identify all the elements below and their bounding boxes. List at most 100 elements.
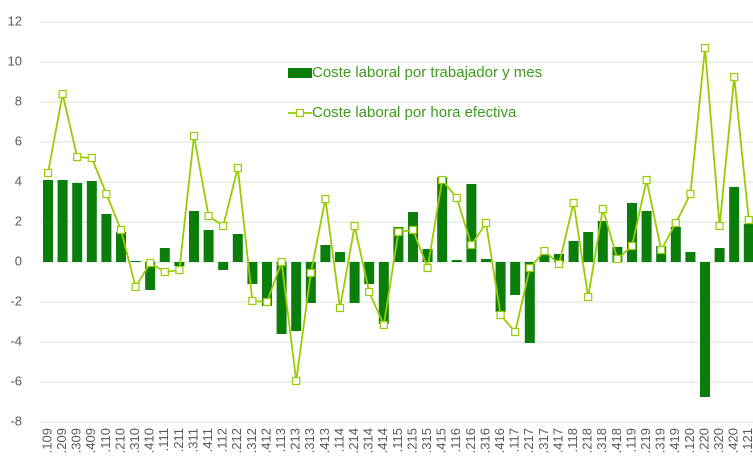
marker (87, 153, 96, 163)
x-tick-label: .320 (711, 428, 726, 453)
marker (394, 227, 403, 237)
x-tick-label: .211 (171, 428, 186, 452)
y-tick-label: 6 (15, 133, 22, 148)
marker (292, 376, 301, 386)
x-tick-label: .315 (419, 428, 434, 453)
marker (350, 221, 359, 231)
bar (159, 248, 170, 262)
x-tick-label: .118 (565, 428, 580, 452)
x-tick-label: .312 (244, 428, 259, 453)
x-tick-label: .214 (346, 428, 361, 453)
y-tick-label: -6 (10, 373, 22, 388)
x-tick-label: .316 (477, 428, 492, 453)
y-tick-label: -4 (10, 333, 22, 348)
marker (233, 163, 242, 173)
bar (641, 211, 652, 262)
x-tick-label: .215 (404, 428, 419, 453)
x-tick-label: .218 (580, 428, 595, 453)
marker (627, 241, 637, 251)
x-tick-label: .419 (667, 428, 682, 453)
bar (408, 212, 418, 262)
marker (730, 72, 739, 82)
bar (203, 230, 214, 262)
x-tick-label: .117 (507, 428, 522, 452)
x-tick-label: .314 (361, 428, 376, 453)
bar (451, 260, 462, 262)
marker (554, 259, 564, 269)
x-tick-label: .115 (390, 428, 405, 452)
marker (613, 254, 622, 264)
marker (189, 131, 199, 141)
bar (627, 203, 637, 262)
y-tick-label: 2 (15, 213, 22, 228)
y-tick-label: -2 (10, 293, 22, 308)
bar (437, 177, 448, 262)
bar (714, 248, 725, 262)
legend-label: Coste laboral por hora efectiva (312, 104, 517, 121)
bar (116, 232, 126, 262)
x-tick-label: .319 (653, 428, 668, 453)
x-tick-label: .120 (682, 428, 697, 453)
x-tick-label: .413 (317, 428, 332, 453)
marker (248, 296, 257, 306)
x-tick-label: .318 (594, 428, 609, 453)
marker (686, 189, 695, 199)
bar (700, 262, 710, 397)
x-tick-label: .113 (273, 428, 288, 452)
x-tick-label: .420 (726, 428, 741, 453)
x-tick-label: .220 (696, 428, 711, 453)
marker (146, 258, 155, 268)
marker (116, 225, 126, 235)
marker (671, 218, 680, 228)
legend-swatch (288, 68, 312, 78)
bar (597, 221, 608, 262)
legend-label: Coste laboral por trabajador y mes (312, 64, 542, 81)
marker (642, 175, 651, 185)
legend-marker (295, 108, 305, 118)
x-tick-label: .410 (142, 428, 157, 453)
marker (496, 310, 505, 320)
bar (247, 262, 258, 284)
marker (540, 246, 549, 256)
bar (291, 262, 302, 331)
x-tick-label: .213 (288, 428, 303, 453)
marker (438, 175, 447, 185)
x-tick-label: .417 (550, 428, 565, 453)
x-tick-label: .111 (156, 428, 171, 451)
y-tick-label: 10 (8, 53, 22, 68)
bar (57, 180, 68, 262)
marker (175, 265, 184, 275)
marker (511, 327, 520, 337)
x-tick-label: .119 (623, 428, 638, 452)
bar (495, 262, 506, 312)
marker (160, 267, 169, 277)
bar (393, 227, 404, 262)
bar (349, 262, 360, 303)
marker (584, 292, 593, 302)
x-tick-label: .311 (185, 428, 200, 452)
marker (715, 221, 724, 231)
x-tick-label: .110 (98, 428, 113, 452)
bar (670, 227, 681, 262)
bar (218, 262, 229, 270)
x-tick-label: .112 (215, 428, 230, 452)
bar (743, 224, 753, 262)
marker (379, 320, 388, 330)
bar (72, 183, 83, 262)
x-tick-label: .219 (638, 428, 653, 453)
marker (321, 194, 330, 204)
y-tick-label: 8 (15, 93, 22, 108)
marker (335, 303, 345, 313)
marker (700, 43, 710, 53)
x-tick-label: .209 (54, 428, 69, 453)
bar (101, 214, 112, 262)
marker (569, 198, 578, 208)
bar (612, 247, 623, 262)
x-tick-label: .217 (521, 428, 536, 453)
y-tick-label: -8 (10, 413, 22, 428)
bar (510, 262, 521, 295)
marker (277, 257, 286, 267)
x-tick-label: .210 (112, 428, 127, 453)
x-tick-label: .212 (229, 428, 244, 453)
